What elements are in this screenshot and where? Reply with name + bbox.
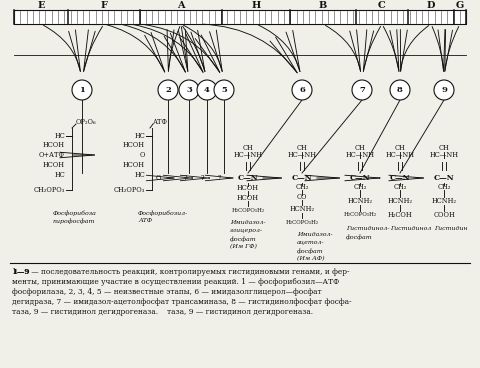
Text: HCNH₂: HCNH₂	[432, 197, 456, 205]
Text: C—N: C—N	[238, 174, 258, 182]
Text: Имидазол-: Имидазол-	[230, 220, 265, 225]
Text: ?: ?	[183, 174, 187, 182]
Text: C—N: C—N	[390, 174, 410, 182]
Text: HC—NH: HC—NH	[346, 151, 374, 159]
Text: CH₂OPO₃: CH₂OPO₃	[114, 186, 145, 194]
Text: 3: 3	[186, 86, 192, 94]
Text: C—N: C—N	[434, 174, 454, 182]
Text: Фосфорибозил-: Фосфорибозил-	[138, 210, 188, 216]
Text: 8: 8	[397, 86, 403, 94]
Text: Гистидинол: Гистидинол	[390, 226, 432, 231]
Text: O: O	[155, 174, 161, 182]
Text: O+АТФ: O+АТФ	[39, 151, 65, 159]
Text: CH₂: CH₂	[437, 183, 451, 191]
Circle shape	[390, 80, 410, 100]
Text: АТФ: АТФ	[138, 218, 152, 223]
Text: АТФ: АТФ	[153, 118, 168, 126]
Text: C—N: C—N	[350, 174, 370, 182]
Text: HC—NH: HC—NH	[288, 151, 316, 159]
Text: (Им ГФ): (Им ГФ)	[230, 244, 257, 249]
Text: 5: 5	[221, 86, 227, 94]
Text: (Им АФ): (Им АФ)	[297, 256, 324, 261]
Text: CH₂: CH₂	[295, 183, 309, 191]
Text: B: B	[319, 1, 327, 11]
Text: CH: CH	[297, 144, 307, 152]
Text: C: C	[378, 1, 386, 11]
Text: 9: 9	[441, 86, 447, 94]
Text: менты, принимающие участие в осуществлении реакций. 1 — фосфорибозил—АТФ: менты, принимающие участие в осуществлен…	[12, 278, 339, 286]
Text: H₂COPO₃H₂: H₂COPO₃H₂	[343, 212, 377, 217]
Circle shape	[292, 80, 312, 100]
Text: Имидазол-: Имидазол-	[297, 232, 333, 237]
Circle shape	[158, 80, 178, 100]
Text: ?: ?	[200, 174, 204, 182]
Text: фосфат: фосфат	[230, 236, 257, 242]
Text: OP₂O₆: OP₂O₆	[76, 118, 96, 126]
Text: H₂COPO₃H₂: H₂COPO₃H₂	[231, 208, 264, 212]
Text: H₂COH: H₂COH	[388, 211, 412, 219]
Text: HCOH: HCOH	[43, 141, 65, 149]
Circle shape	[197, 80, 217, 100]
Text: COOH: COOH	[433, 211, 455, 219]
Text: ацетол-: ацетол-	[297, 240, 324, 245]
Text: CH₂: CH₂	[393, 183, 407, 191]
Text: Гистидинол-: Гистидинол-	[346, 226, 389, 231]
Text: 7: 7	[359, 86, 365, 94]
Text: 6: 6	[299, 86, 305, 94]
Circle shape	[179, 80, 199, 100]
Text: F: F	[100, 1, 108, 11]
Text: HCNH₂: HCNH₂	[289, 205, 314, 213]
Text: 1—9 — последовательность реакций, контролируемых гистидиновыми генами, и фер-: 1—9 — последовательность реакций, контро…	[12, 268, 349, 276]
Text: CH: CH	[395, 144, 406, 152]
Text: HCOH: HCOH	[43, 161, 65, 169]
Text: глицерол-: глицерол-	[230, 228, 263, 233]
Text: HCNH₂: HCNH₂	[387, 197, 412, 205]
Text: HCOH: HCOH	[237, 184, 259, 192]
Bar	[14, 10, 466, 24]
Text: HC: HC	[54, 132, 65, 140]
Text: C—N: C—N	[292, 174, 312, 182]
Text: 1—9: 1—9	[12, 268, 30, 276]
Text: A: A	[177, 1, 185, 11]
Circle shape	[214, 80, 234, 100]
Text: ?: ?	[217, 174, 221, 182]
Text: CH: CH	[242, 144, 253, 152]
Text: Гистидин: Гистидин	[434, 226, 468, 231]
Text: E: E	[37, 1, 45, 11]
Text: 1: 1	[79, 86, 85, 94]
Text: пирофосфат: пирофосфат	[53, 218, 96, 224]
Text: CH₂OPO₃: CH₂OPO₃	[34, 186, 65, 194]
Text: HCOH: HCOH	[237, 194, 259, 202]
Text: HCOH: HCOH	[123, 141, 145, 149]
Text: HC—NH: HC—NH	[430, 151, 458, 159]
Text: таза, 9 — гистидинол дегидрогеназа.: таза, 9 — гистидинол дегидрогеназа.	[167, 308, 313, 316]
Circle shape	[434, 80, 454, 100]
Text: таза, 9 — гистидинол дегидрогеназа.: таза, 9 — гистидинол дегидрогеназа.	[12, 308, 158, 316]
Text: CH₂: CH₂	[353, 183, 367, 191]
Text: CH: CH	[439, 144, 449, 152]
Text: фосфорилаза, 2, 3, 4, 5 — неизвестные этапы, 6 — имидазолглицерол—фосфат: фосфорилаза, 2, 3, 4, 5 — неизвестные эт…	[12, 288, 322, 296]
Text: HCOH: HCOH	[123, 161, 145, 169]
Text: G: G	[456, 1, 464, 11]
Text: HC—NH: HC—NH	[233, 151, 263, 159]
Text: Фосфорибоза: Фосфорибоза	[53, 210, 97, 216]
Text: CH: CH	[355, 144, 365, 152]
Text: HCNH₂: HCNH₂	[348, 197, 372, 205]
Text: 2: 2	[165, 86, 171, 94]
Text: фосфат: фосфат	[346, 234, 372, 240]
Text: HC: HC	[134, 132, 145, 140]
Text: D: D	[427, 1, 435, 11]
Text: HC—NH: HC—NH	[385, 151, 415, 159]
Text: HC: HC	[134, 171, 145, 179]
Text: O: O	[140, 151, 145, 159]
Text: H: H	[252, 1, 261, 11]
Text: H₂COPO₃H₂: H₂COPO₃H₂	[286, 220, 319, 226]
Text: 4: 4	[204, 86, 210, 94]
Text: дегидраза, 7 — имидазол-ацетолфосфат трансаминаза, 8 — гистидинолфосфат фосфа-: дегидраза, 7 — имидазол-ацетолфосфат тра…	[12, 298, 351, 306]
Circle shape	[72, 80, 92, 100]
Circle shape	[352, 80, 372, 100]
Text: фосфат: фосфат	[297, 248, 324, 254]
Text: HC: HC	[54, 171, 65, 179]
Text: CO: CO	[297, 193, 307, 201]
